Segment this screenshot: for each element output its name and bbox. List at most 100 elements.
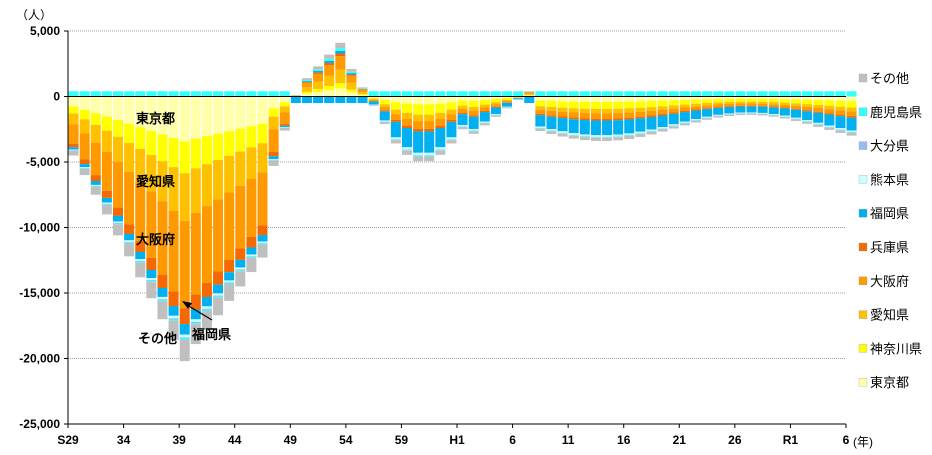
bar-segment: [679, 99, 690, 105]
bar-segment: [146, 280, 157, 282]
bar-segment: [113, 222, 124, 224]
bar-segment: [657, 96, 668, 101]
bar-segment: [602, 108, 613, 114]
bar-segment: [790, 108, 801, 110]
bar-segment: [101, 197, 112, 203]
bar-segment: [790, 117, 801, 119]
bar-segment: [457, 100, 468, 106]
bar-segment: [735, 91, 746, 97]
bar-segment: [479, 121, 490, 123]
bar-segment: [379, 104, 390, 107]
bar-segment: [757, 98, 768, 102]
bar-segment: [390, 109, 401, 115]
bar-segment: [424, 114, 435, 122]
bar-segment: [268, 160, 279, 166]
bar-segment: [268, 129, 279, 153]
bar-segment: [268, 156, 279, 159]
bar-segment: [746, 103, 757, 106]
bar-segment: [401, 150, 412, 155]
bar-segment: [524, 96, 535, 104]
bar-segment: [179, 91, 190, 97]
bar-segment: [779, 116, 790, 119]
bar-segment: [602, 135, 613, 137]
bar-segment: [579, 113, 590, 119]
legend-label: 兵庫県: [870, 240, 909, 255]
bar-segment: [579, 96, 590, 102]
bar-segment: [646, 107, 657, 111]
bar-segment: [613, 96, 624, 102]
bar-segment: [613, 118, 624, 121]
bar-segment: [357, 95, 368, 97]
bar-segment: [268, 96, 279, 109]
bar-segment: [768, 104, 779, 107]
bar-segment: [679, 121, 690, 123]
bar-segment: [335, 88, 346, 97]
bar-segment: [490, 98, 501, 103]
bar-segment: [802, 96, 813, 100]
bar-segment: [157, 161, 168, 202]
bar-segment: [124, 91, 135, 97]
bar-segment: [68, 113, 79, 125]
bar-segment: [624, 96, 635, 102]
bar-segment: [457, 105, 468, 109]
bar-segment: [479, 110, 490, 113]
bar-segment: [213, 91, 224, 97]
bar-segment: [257, 123, 268, 144]
bar-segment: [724, 103, 735, 107]
bar-segment: [435, 103, 446, 113]
bar-segment: [713, 107, 724, 115]
bar-segment: [168, 319, 179, 321]
bar-segment: [546, 115, 557, 117]
legend-swatch: [858, 73, 868, 83]
bar-segment: [535, 100, 546, 107]
bar-segment: [135, 181, 146, 242]
bar-segment: [124, 241, 135, 243]
bar-segment: [479, 112, 490, 122]
bar-segment: [168, 91, 179, 97]
bar-segment: [224, 259, 235, 273]
bar-segment: [179, 334, 190, 338]
bar-segment: [679, 107, 690, 111]
bar-segment: [824, 100, 835, 106]
bar-segment: [335, 48, 346, 51]
bar-segment: [146, 269, 157, 279]
bar-segment: [702, 108, 713, 110]
bar-segment: [201, 164, 212, 207]
bar-segment: [413, 131, 424, 153]
bar-segment: [835, 96, 846, 101]
bar-segment: [201, 306, 212, 309]
bar-segment: [579, 120, 590, 135]
bar-segment: [324, 58, 335, 61]
bar-segment: [490, 91, 501, 97]
bar-segment: [457, 126, 468, 130]
legend-label: 鹿児島県: [870, 105, 922, 120]
x-tick-label: 49: [284, 433, 298, 447]
bar-segment: [90, 186, 101, 195]
x-tick-label: 59: [395, 433, 409, 447]
bar-segment: [90, 180, 101, 185]
bar-segment: [613, 137, 624, 141]
bar-segment: [168, 318, 179, 320]
bar-segment: [546, 106, 557, 111]
bar-segment: [79, 119, 90, 134]
bar-segment: [713, 91, 724, 97]
bar-segment: [735, 96, 746, 99]
bar-segment: [335, 42, 346, 49]
bar-segment: [235, 128, 246, 152]
bar-segment: [90, 184, 101, 186]
bar-segment: [846, 130, 857, 133]
bar-segment: [246, 236, 257, 248]
bar-segment: [768, 106, 779, 108]
bar-segment: [846, 132, 857, 136]
legend-swatch: [858, 107, 868, 116]
bar-segment: [346, 74, 357, 76]
bar-segment: [168, 306, 179, 316]
bar-segment: [101, 204, 112, 215]
bar-segment: [90, 96, 101, 114]
bar-segment: [168, 167, 179, 212]
bar-segment: [379, 111, 390, 121]
bar-segment: [101, 151, 112, 191]
bar-segment: [824, 125, 835, 127]
bar-segment: [157, 201, 168, 275]
bar-segment: [846, 107, 857, 112]
